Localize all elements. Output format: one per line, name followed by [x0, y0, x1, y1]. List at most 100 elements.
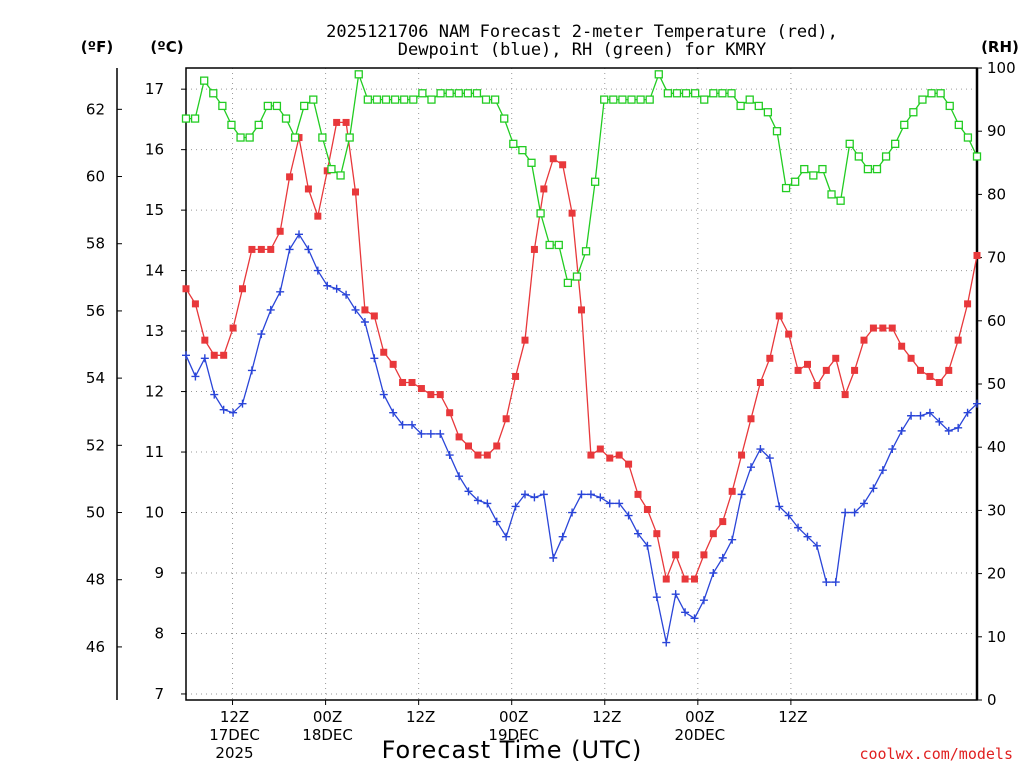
dewpoint-point	[681, 608, 690, 617]
temp-point	[333, 118, 341, 126]
rh-point	[463, 89, 473, 98]
rh-point	[836, 196, 845, 205]
rh-point	[900, 120, 909, 130]
dewpoint-point	[304, 245, 313, 254]
dewpoint-point	[342, 290, 351, 299]
tick-labels: 7 8 9 10 11 12 13 14 15 16 17 46 48 50 52 54 56 58 60 62 0 10…	[86, 59, 1016, 762]
dewpoint-point	[860, 499, 868, 508]
dewpoint-point	[718, 553, 727, 562]
y-tick-label-c: 9	[154, 564, 164, 582]
rh-point	[272, 101, 282, 111]
rh-point	[700, 95, 709, 104]
dewpoint-point	[907, 411, 916, 420]
x-tick-label: 00Z	[685, 708, 714, 726]
rh-point	[654, 70, 663, 79]
y-tick-label-c: 12	[145, 383, 164, 401]
dewpoint-point	[323, 281, 332, 290]
rh-point	[763, 108, 773, 117]
rh-point	[336, 171, 345, 180]
temp-point	[436, 391, 444, 399]
dewpoint-point	[539, 490, 548, 499]
y-tick-label-c: 15	[145, 201, 164, 219]
credit-link[interactable]: coolwx.com/models	[859, 745, 1013, 763]
dewpoint-point	[605, 499, 614, 508]
dewpoint-point	[295, 230, 303, 239]
grid-lines	[186, 68, 977, 700]
dewpoint-point	[530, 493, 539, 502]
dewpoint-point	[285, 245, 294, 254]
rh-point	[554, 240, 563, 250]
rh-point	[936, 89, 945, 98]
rh-point	[509, 139, 518, 148]
dewpoint-point	[398, 420, 407, 429]
temp-point	[483, 451, 491, 459]
x-tick-label: 00Z	[313, 708, 342, 726]
rh-point	[590, 177, 600, 186]
y-tick-label-rh: 30	[987, 501, 1006, 519]
dewpoint-point	[784, 511, 793, 520]
dewpoint-point	[266, 305, 275, 314]
rh-point	[490, 95, 500, 104]
dewpoint-point	[652, 593, 661, 602]
temp-point	[512, 372, 520, 380]
rh-point	[618, 95, 627, 104]
dewpoint-point	[709, 568, 718, 577]
dewpoint-point	[473, 496, 482, 505]
y-tick-label-c: 8	[154, 624, 164, 642]
x-tick-label: 2025	[215, 744, 253, 762]
temp-point	[596, 445, 604, 453]
rh-point	[318, 133, 327, 142]
dewpoint-point	[775, 502, 784, 511]
dewpoint-point	[794, 523, 803, 532]
rh-point	[572, 272, 582, 281]
temp-point	[417, 385, 425, 393]
temp-point	[709, 530, 717, 538]
temp-point	[879, 324, 887, 332]
temp-point	[869, 324, 877, 332]
temp-point	[634, 490, 642, 498]
rh-point	[381, 95, 391, 104]
temp-point	[304, 185, 312, 193]
temp-point	[907, 354, 915, 362]
dewpoint-point	[699, 596, 708, 605]
dewpoint-point	[351, 305, 360, 314]
y-left-f-label: (ºF)	[81, 38, 113, 56]
dewpoint-point	[502, 532, 511, 541]
rh-point	[563, 278, 573, 288]
y-right-rh-label: (RH)	[981, 38, 1019, 56]
x-tick-label: 18DEC	[302, 726, 353, 744]
temp-point	[474, 451, 482, 459]
temp-point	[973, 251, 981, 259]
temp-point	[276, 227, 284, 235]
y-tick-label-rh: 80	[987, 185, 1006, 203]
temp-point	[756, 378, 764, 386]
temp-point	[568, 209, 576, 217]
rh-point	[736, 101, 745, 111]
dewpoint-point	[417, 429, 426, 438]
dewpoint-point	[436, 429, 445, 438]
rh-point	[427, 95, 436, 104]
y-tick-label-f: 48	[86, 571, 105, 589]
temp-point	[191, 300, 199, 308]
dewpoint-point	[586, 490, 595, 499]
chart-subtitle: Dewpoint (blue), RH (green) for KMRY	[398, 40, 766, 60]
series-0	[182, 118, 981, 583]
dewpoint-point	[455, 472, 464, 481]
temp-point	[766, 354, 774, 362]
x-tick-label: 19DEC	[488, 726, 539, 744]
rh-point	[345, 133, 354, 142]
series-layer	[181, 70, 982, 647]
temp-point	[521, 336, 529, 344]
rh-point	[954, 120, 963, 130]
dewpoint-point	[445, 451, 454, 460]
rh-point	[636, 95, 645, 104]
rh-point	[500, 114, 509, 123]
rh-point	[209, 89, 218, 98]
temp-point	[860, 336, 868, 344]
temp-point	[352, 188, 359, 196]
series-line	[185, 233, 978, 643]
x-tick-label: 17DEC	[209, 726, 260, 744]
temp-point	[804, 360, 811, 368]
rh-point	[627, 95, 636, 104]
